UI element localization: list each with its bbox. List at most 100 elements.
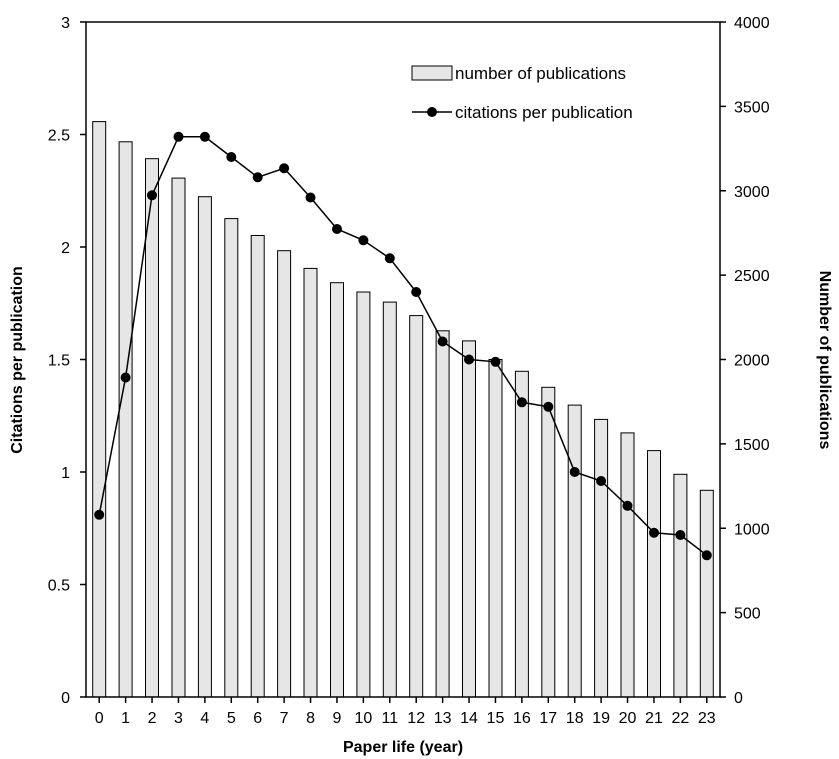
bar-22 <box>673 473 688 698</box>
bar-14 <box>462 340 476 698</box>
citations-line <box>98 136 708 556</box>
bar-20 <box>620 432 635 698</box>
y-right-tick-label: 4000 <box>734 15 770 32</box>
y-right-tick-label: 1500 <box>734 437 770 454</box>
y-axis-right-title: Number of publications <box>816 271 833 450</box>
legend: number of publications citations per pub… <box>411 64 633 122</box>
y-right-tick-label: 3000 <box>734 184 770 201</box>
x-tick-label: 8 <box>306 710 315 727</box>
bar-12 <box>409 315 424 698</box>
line-point-21 <box>649 527 659 538</box>
line-point-6 <box>252 172 263 183</box>
legend-bar-label: number of publications <box>455 64 626 83</box>
y-right-tick-label: 2000 <box>734 353 770 370</box>
line-point-9 <box>332 224 342 234</box>
bar-16 <box>514 370 529 698</box>
x-tick-label: 9 <box>333 710 342 727</box>
x-tick-label: 15 <box>487 710 505 727</box>
x-tick-label: 21 <box>645 710 663 727</box>
bar-3 <box>171 177 186 698</box>
y-left-tick-label: 0 <box>61 690 70 707</box>
line-point-16 <box>516 397 527 408</box>
x-tick-label: 5 <box>227 710 236 727</box>
y-right-tick-label: 2500 <box>734 268 770 285</box>
x-tick-label: 3 <box>174 710 183 727</box>
x-tick-label: 11 <box>381 710 398 727</box>
x-tick-label: 14 <box>460 710 478 727</box>
x-tick-label: 17 <box>539 710 557 727</box>
x-tick-label: 13 <box>434 710 452 727</box>
y-left-tick-label: 1 <box>61 465 70 482</box>
y-axis-left-title: Citations per publication <box>9 266 26 454</box>
legend-bar-swatch <box>411 65 453 81</box>
x-tick-label: 12 <box>407 710 425 727</box>
x-tick-label: 20 <box>619 710 637 727</box>
x-axis-title: Paper life (year) <box>343 739 463 756</box>
y-right-tick-label: 3500 <box>734 99 770 116</box>
line-point-8 <box>305 192 316 203</box>
x-tick-label: 6 <box>253 710 262 727</box>
line-point-12 <box>411 287 422 297</box>
line-point-23 <box>701 550 712 561</box>
x-tick-label: 0 <box>95 710 104 727</box>
bar-7 <box>277 250 292 698</box>
bar-6 <box>250 235 265 698</box>
bar-15 <box>488 359 503 698</box>
x-tick-label: 10 <box>354 710 372 727</box>
bar-13 <box>435 330 450 698</box>
line-point-19 <box>596 476 607 486</box>
y-left-tick-label: 0.5 <box>48 578 70 595</box>
bar-17 <box>541 386 556 698</box>
x-tick-label: 1 <box>121 710 130 727</box>
bar-4 <box>197 196 212 698</box>
x-tick-label: 16 <box>513 710 531 727</box>
y-left-tick-label: 3 <box>61 15 70 32</box>
legend-line-label: citations per publication <box>455 103 633 122</box>
x-tick-label: 22 <box>671 710 689 727</box>
bar-2 <box>145 158 159 698</box>
y-left-tick-label: 2.5 <box>48 128 70 145</box>
legend-line-marker <box>427 107 437 117</box>
y-right-tick-label: 1000 <box>734 521 770 538</box>
y-left-tick-label: 2 <box>61 240 70 257</box>
line-point-11 <box>384 253 395 264</box>
line-point-4 <box>199 131 210 142</box>
line-point-17 <box>543 401 554 412</box>
y-right-tick-label: 500 <box>734 606 761 623</box>
bar-0 <box>92 121 107 698</box>
x-tick-label: 18 <box>566 710 584 727</box>
line-point-1 <box>120 372 131 383</box>
bar-1 <box>118 141 133 698</box>
line-point-13 <box>437 336 448 347</box>
bars-layer <box>92 121 714 698</box>
bar-21 <box>647 450 661 698</box>
bar-9 <box>330 282 344 698</box>
line-point-7 <box>279 163 290 174</box>
x-tick-label: 4 <box>200 710 209 727</box>
x-tick-label: 23 <box>698 710 716 727</box>
x-tick-label: 19 <box>592 710 610 727</box>
line-point-15 <box>490 356 501 367</box>
line-point-0 <box>94 509 105 520</box>
bar-10 <box>356 291 371 698</box>
line-layer <box>94 131 712 561</box>
line-point-5 <box>226 152 237 162</box>
bar-8 <box>303 267 318 698</box>
bar-23 <box>699 489 714 698</box>
bar-5 <box>224 218 239 698</box>
line-point-20 <box>622 500 633 511</box>
line-point-22 <box>675 530 686 540</box>
y-left-tick-label: 1.5 <box>48 353 70 370</box>
x-tick-label: 7 <box>280 710 289 727</box>
line-point-10 <box>358 235 369 246</box>
bar-11 <box>382 301 397 698</box>
x-tick-label: 2 <box>148 710 157 727</box>
line-point-2 <box>147 190 157 201</box>
line-point-14 <box>464 354 474 365</box>
line-point-3 <box>173 131 184 142</box>
y-right-tick-label: 0 <box>734 690 743 707</box>
bar-18 <box>567 404 582 698</box>
ticks-layer: 00.511.522.53050010001500200025003000350… <box>48 15 770 727</box>
line-point-18 <box>569 467 580 477</box>
